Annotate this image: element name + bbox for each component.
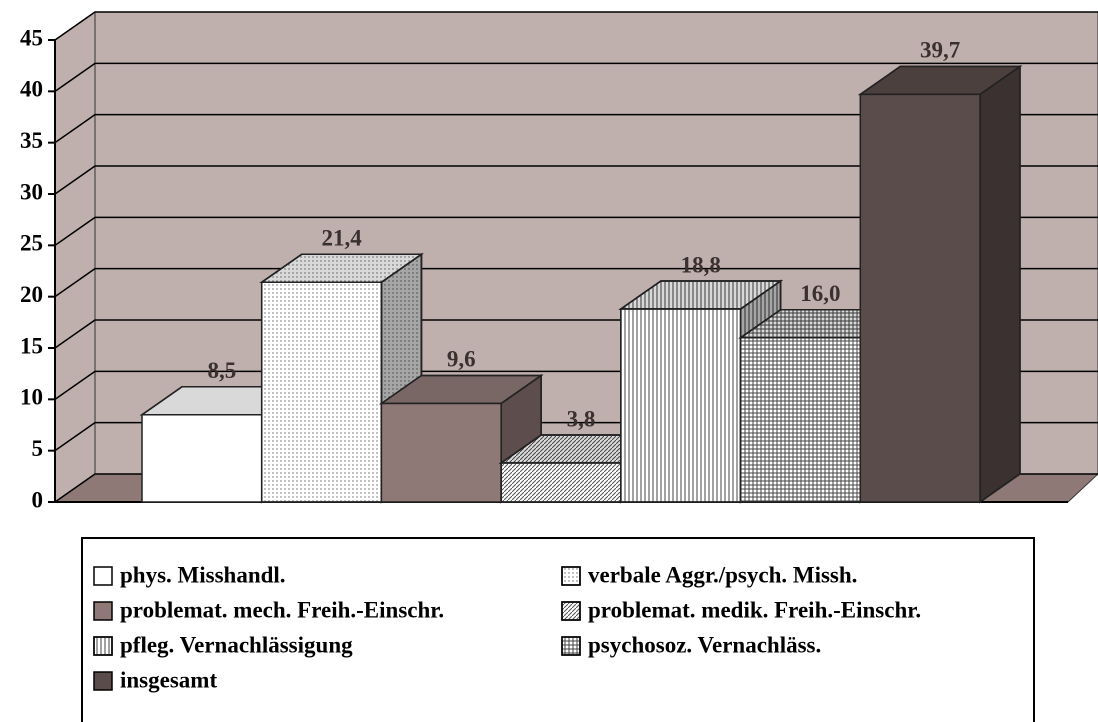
bar-front-pattern [620,308,742,503]
legend-swatch [93,566,113,586]
y-tick-label: 5 [32,436,44,461]
legend-swatch [93,601,113,621]
y-tick-label: 0 [32,487,44,512]
value-label: 18,8 [681,252,721,277]
y-tick-label: 45 [20,25,43,50]
y-tick-label: 15 [20,333,43,358]
y-tick-label: 30 [20,179,43,204]
grid-line [54,267,1098,298]
bar-side-shade [979,64,1021,504]
legend-swatch-pattern [561,636,581,656]
y-tick-label: 10 [20,385,43,410]
grid-line [54,11,1098,41]
legend-label: phys. Misshandl. [120,562,286,587]
value-label: 8,5 [207,358,236,383]
value-label: 9,6 [447,347,476,372]
bar-front-pattern [739,336,862,503]
legend-swatch-pattern [561,566,581,586]
bar-front [141,413,263,503]
y-tick-label: 40 [20,77,43,102]
legend-label: problemat. mech. Freih.-Einschr. [120,597,444,622]
value-label: 3,8 [567,406,596,431]
legend-label: verbale Aggr./psych. Missh. [588,562,857,587]
legend-label: insgesamt [120,667,217,692]
value-label: 21,4 [321,226,362,251]
grid-line [54,62,1098,92]
legend-box [81,537,1035,722]
legend-label: problemat. medik. Freih.-Einschr. [588,597,921,622]
value-label: 39,7 [920,38,960,63]
legend-label: psychosoz. Vernachläss. [588,632,821,657]
value-label: 16,0 [800,281,840,306]
bar-front-pattern [500,462,622,503]
plot-area: 0 5 10 15 20 25 30 35 40 45 8,5 21,4 9,6 3,8 18,8 16,0 3… [20,11,1098,512]
grid-line [54,165,1098,195]
grid-line [54,113,1098,144]
grid-line [54,216,1098,246]
legend-swatch [93,671,113,691]
y-tick-label: 35 [20,128,43,153]
bar-front-pattern [260,281,383,503]
legend-label: pfleg. Vernachlässigung [120,632,353,657]
bar-front [380,402,502,503]
bar-front [859,93,981,503]
y-tick-label: 25 [20,231,43,256]
y-tick-label: 20 [20,282,43,307]
legend-swatch-pattern [93,636,113,656]
side-wall [54,11,96,503]
legend-swatch-pattern [561,601,581,621]
